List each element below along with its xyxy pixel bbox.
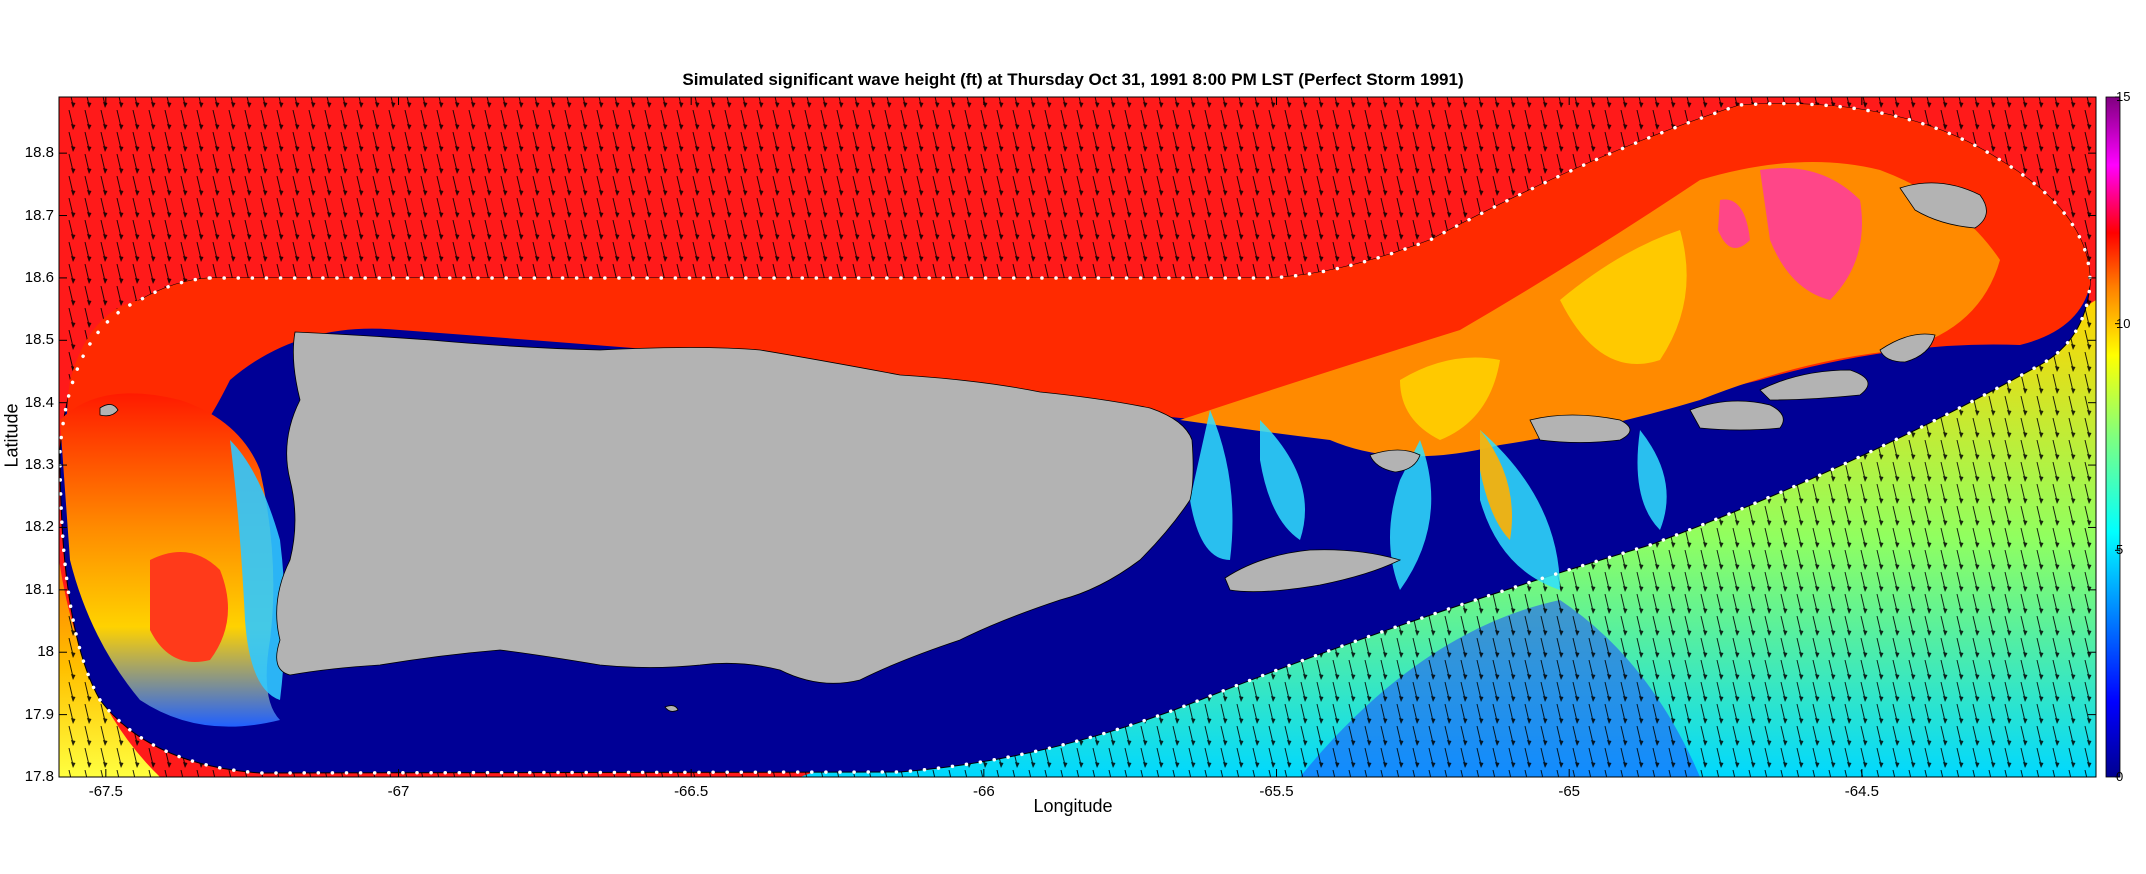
y-tick-label: 18 [37, 643, 54, 661]
mona-land [99, 404, 119, 417]
y-tick-label: 18.4 [24, 393, 54, 411]
y-tick-label: 18.1 [24, 580, 54, 598]
st-thomas-land [1529, 414, 1631, 443]
y-tick-label: 18.5 [24, 331, 54, 349]
y-tick-label: 18.8 [24, 144, 54, 162]
colorbar-tick-label: 0 [2116, 769, 2124, 784]
x-tick-label: -66 [973, 783, 995, 800]
colorbar-tick-marks [2115, 96, 2120, 778]
open-boundary-dots [58, 101, 2092, 775]
culebra-land [1369, 449, 1421, 473]
mona-red-patch [150, 552, 228, 662]
x-tick-label: -64.5 [1844, 783, 1879, 800]
y-tick-label: 17.8 [24, 768, 54, 785]
y-tick-label: 18.7 [24, 206, 54, 224]
x-tick-label: -66.5 [674, 783, 709, 800]
x-axis-label: Longitude [1033, 796, 1113, 816]
puerto-rico-land [276, 331, 1194, 684]
y-tick-label: 17.9 [24, 705, 54, 723]
y-tick-label: 18.6 [24, 268, 54, 286]
plot-frame [58, 96, 2097, 778]
anegada-land [1899, 182, 1987, 229]
y-tick-label: 18.2 [24, 518, 54, 536]
east-yellow-patches [1400, 230, 1687, 440]
x-tick-label: -67 [387, 783, 410, 800]
south-plume-core [1480, 430, 1512, 540]
magenta-peak-zone [1718, 168, 1862, 300]
west-cyan-fringe [230, 440, 285, 700]
x-tick-label: -65.5 [1259, 783, 1294, 800]
x-tick-label: -67.5 [88, 783, 123, 800]
colorbar-tick-label: 15 [2116, 89, 2131, 104]
colorbar-tick-label: 10 [2116, 315, 2131, 331]
st-john-tortola-land [1689, 369, 1869, 431]
figure-title: Simulated significant wave height (ft) a… [682, 70, 1464, 89]
virgin-gorda-land [1879, 333, 1936, 363]
x-tick-label: -65 [1558, 783, 1581, 800]
colorbar [2105, 96, 2121, 778]
x-tick-marks [105, 97, 1863, 777]
south-plumes [1190, 410, 1667, 590]
colorbar-tick-label: 5 [2116, 542, 2124, 558]
vieques-land [1224, 549, 1402, 593]
y-tick-marks [59, 152, 2096, 778]
caja-de-muertos-land [664, 705, 679, 712]
y-tick-label: 18.3 [24, 456, 54, 474]
